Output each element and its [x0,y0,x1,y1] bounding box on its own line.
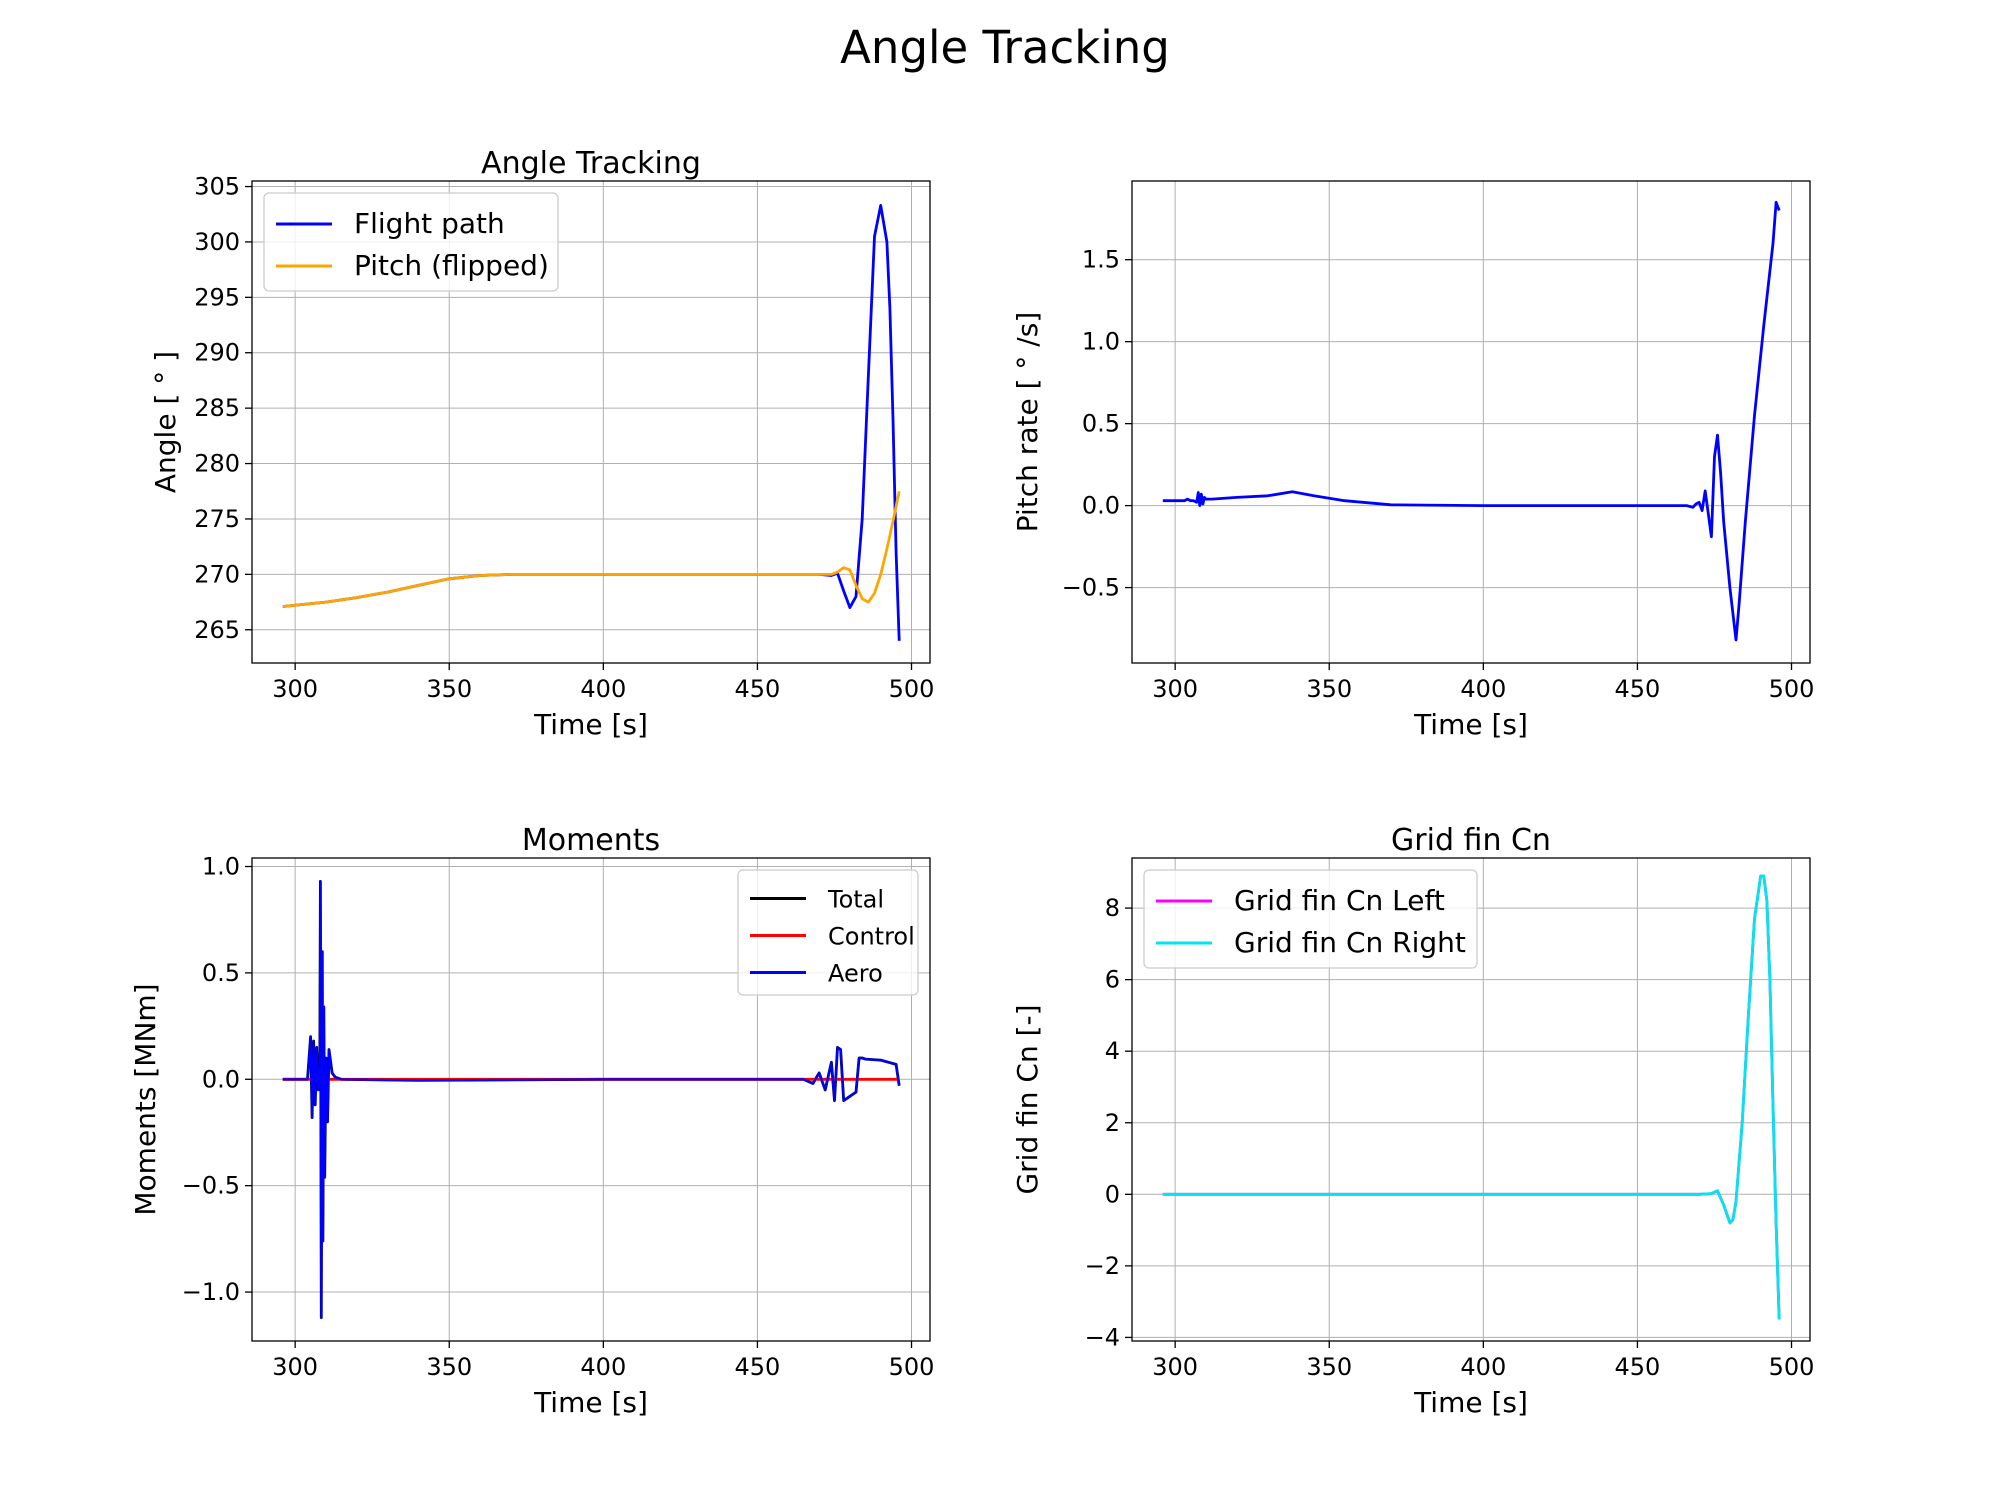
x-tick-label: 300 [1152,675,1198,703]
legend: Flight path Pitch (flipped) [263,192,559,292]
y-tick-label: 280 [194,450,240,478]
y-tick-label: −0.5 [1062,574,1120,602]
x-tick-label: 500 [889,1353,935,1381]
y-tick-label: 0.0 [1082,492,1120,520]
x-axis-label: Time [s] [1413,1386,1528,1419]
y-tick-label: 0.0 [202,1065,240,1093]
y-axis-label: Angle [ ° ] [149,351,182,493]
y-tick-label: 1.0 [1082,328,1120,356]
y-tick-label: −2 [1085,1252,1120,1280]
y-tick-label: 290 [194,339,240,367]
x-tick-label: 350 [426,1353,472,1381]
x-tick-label: 450 [735,675,781,703]
x-tick-label: 350 [426,675,472,703]
legend: Grid fin Cn Left Grid fin Cn Right [1143,869,1478,969]
legend-frame [737,869,919,996]
y-tick-label: 4 [1105,1037,1120,1065]
x-axis-label: Time [s] [533,708,648,741]
legend-label: Total [827,886,884,914]
x-tick-label: 450 [735,1353,781,1381]
y-tick-label: 1.0 [202,853,240,881]
legend: Total Control Aero [737,869,919,996]
legend-label: Grid fin Cn Right [1234,926,1466,959]
axes-frame [251,857,931,1342]
axes-frame [251,180,931,664]
y-tick-label: 0.5 [1082,410,1120,438]
y-tick-label: 305 [194,173,240,201]
x-tick-label: 400 [1460,1353,1506,1381]
x-tick-label: 300 [1152,1353,1198,1381]
x-tick-label: 300 [272,675,318,703]
axes-frame [1131,180,1811,664]
y-tick-label: 270 [194,560,240,588]
y-tick-label: −0.5 [182,1172,240,1200]
moments-panel: 300 350 400 450 500 −1.0 −0.5 0.0 0.5 1.0 Time [s]… [129,823,934,1419]
pitch-rate-panel: 300 350 400 450 500 −0.5 0.0 0.5 1.0 1.5 Time [s] P… [1011,180,1815,741]
x-axis-label: Time [s] [533,1386,648,1419]
axes-frame [1131,857,1811,1342]
legend-label: Flight path [354,207,505,240]
y-tick-label: −1.0 [182,1278,240,1306]
y-tick-label: 275 [194,505,240,533]
series-line-aero [282,880,901,1319]
x-tick-label: 350 [1306,675,1352,703]
x-tick-label: 400 [1460,675,1506,703]
y-tick-label: 300 [194,228,240,256]
legend-label: Pitch (flipped) [354,249,549,282]
y-tick-label: 1.5 [1082,246,1120,274]
y-axis-label: Grid fin Cn [-] [1011,1004,1044,1194]
y-tick-label: 265 [194,616,240,644]
legend-label: Aero [828,960,883,988]
legend-frame [263,192,559,292]
axes-title: Moments [522,823,660,858]
x-tick-label: 400 [580,1353,626,1381]
x-tick-label: 450 [1615,1353,1661,1381]
y-tick-label: 0 [1105,1180,1120,1208]
y-tick-label: −4 [1085,1323,1120,1351]
figure-title: Angle Tracking [840,21,1170,74]
legend-frame [1143,869,1478,969]
y-tick-label: 0.5 [202,959,240,987]
y-axis-label: Moments [MNm] [129,983,162,1215]
y-tick-label: 8 [1105,894,1120,922]
y-tick-label: 295 [194,283,240,311]
x-tick-label: 300 [272,1353,318,1381]
axes-title: Angle Tracking [481,146,701,181]
legend-label: Grid fin Cn Left [1234,884,1445,917]
angle-tracking-panel: 300 350 400 450 500 265 270 275 280 285 290 295 300 3… [149,146,934,741]
x-tick-label: 500 [1769,675,1815,703]
legend-label: Control [828,923,915,951]
series-line-pitch-flipped- [282,491,901,608]
y-tick-label: 285 [194,394,240,422]
x-tick-label: 500 [1769,1353,1815,1381]
subplot-grid: 300 350 400 450 5002652702752802852902953003… [129,146,1814,1419]
axes-title: Grid fin Cn [1391,823,1551,858]
y-axis-label: Pitch rate [ ° /s] [1011,312,1044,533]
x-tick-label: 400 [580,675,626,703]
x-tick-label: 350 [1306,1353,1352,1381]
series-line-grid-fin-cn-right [1162,874,1781,1320]
x-axis-label: Time [s] [1413,708,1528,741]
x-tick-label: 500 [889,675,935,703]
grid-fin-cn-panel: 300 350 400 450 500 −4 −2 0 2 4 6 8 Time [s] Grid fin… [1011,823,1814,1419]
y-tick-label: 6 [1105,966,1120,994]
x-tick-label: 450 [1615,675,1661,703]
y-tick-label: 2 [1105,1109,1120,1137]
series-line-pitch-rate [1162,200,1781,642]
